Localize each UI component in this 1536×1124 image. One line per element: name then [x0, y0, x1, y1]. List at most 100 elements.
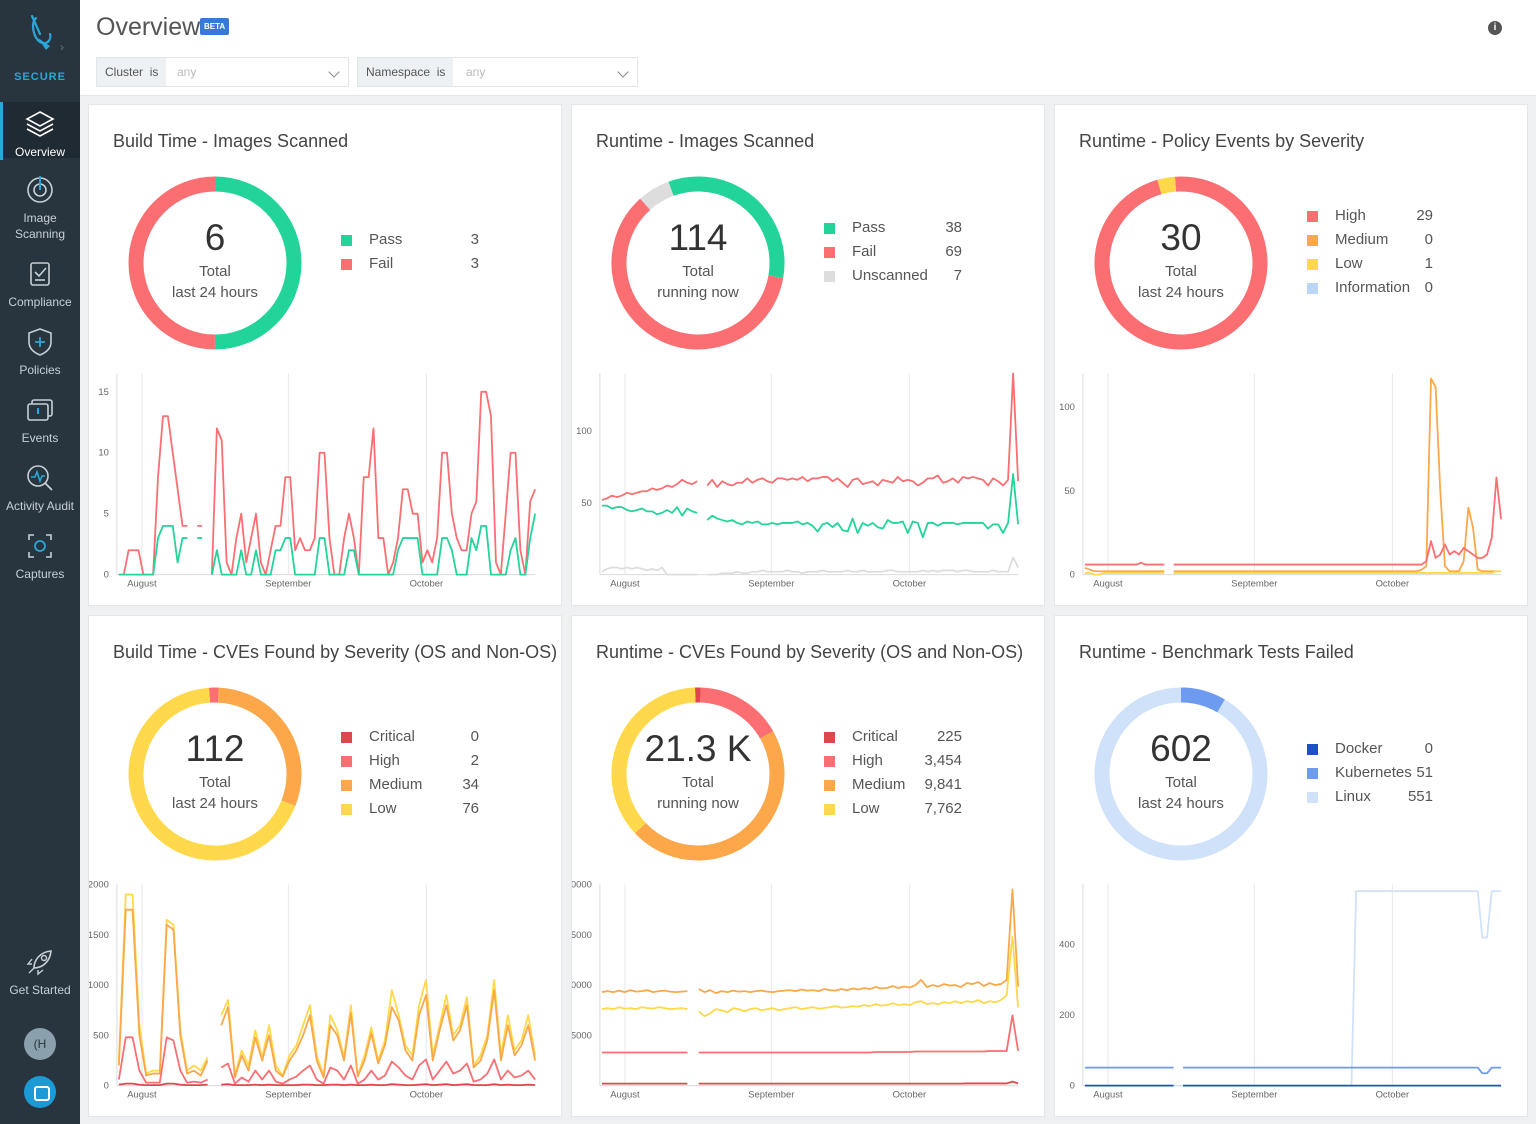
card-title: Build Time - Images Scanned — [113, 131, 349, 151]
nav-item-get-started[interactable]: Get Started — [0, 946, 80, 998]
legend-count: 225 — [936, 728, 962, 745]
x-tick-label: August — [610, 1090, 640, 1101]
beta-badge: BETA — [200, 18, 230, 35]
legend-name: Information — [1335, 279, 1411, 296]
x-tick-label: October — [410, 1090, 444, 1101]
x-tick-label: August — [610, 579, 640, 590]
legend-swatch — [824, 732, 835, 743]
donut-slice[interactable] — [610, 175, 786, 351]
sidebar: › SECURE Overview Image Scanning Complia… — [0, 0, 80, 1124]
info-icon[interactable]: i — [1488, 21, 1502, 35]
nav-item-captures[interactable]: Captures — [0, 530, 80, 582]
series-line-fail[interactable] — [601, 372, 1020, 501]
brand-label: SECURE — [14, 71, 66, 83]
legend-swatch — [824, 756, 835, 767]
layers-icon — [25, 111, 55, 137]
series-line-medium[interactable] — [601, 888, 1020, 995]
series-line-pass[interactable] — [601, 473, 1020, 539]
namespace-filter[interactable]: Namespace is any — [357, 57, 638, 87]
cluster-filter-label: Cluster is — [97, 58, 167, 86]
series-line-low[interactable] — [1084, 570, 1502, 576]
y-tick-label: 10 — [98, 448, 109, 459]
total-value: 114 — [668, 217, 728, 258]
legend-count: 0 — [470, 728, 479, 745]
nav-item-image-scanning[interactable]: Image Scanning — [0, 174, 80, 242]
nav-item-policies[interactable]: Policies — [0, 326, 80, 378]
donut-slice[interactable] — [611, 687, 785, 861]
y-tick-label: 1000 — [89, 980, 109, 991]
chevron-right-icon[interactable]: › — [60, 40, 64, 54]
scan-gauge-icon — [27, 176, 53, 203]
page-title: Overview — [96, 13, 201, 41]
namespace-filter-value[interactable]: any — [466, 65, 486, 79]
total-period: last 24 hours — [1138, 795, 1224, 812]
y-tick-label: 0 — [1070, 1081, 1075, 1092]
donut-slice[interactable] — [128, 687, 302, 861]
chat-support-icon[interactable] — [24, 1076, 56, 1108]
series-line-high[interactable] — [117, 1036, 536, 1085]
y-tick-label: 50 — [1064, 486, 1075, 497]
y-tick-label: 15 — [98, 387, 109, 398]
series-line-linux[interactable] — [1084, 890, 1502, 1087]
total-label: Total — [199, 263, 231, 280]
donut-chart — [610, 175, 786, 351]
y-tick-label: 500 — [93, 1030, 109, 1041]
user-avatar[interactable]: (H — [24, 1028, 56, 1060]
brand[interactable]: › SECURE — [0, 12, 80, 83]
y-tick-label: 2000 — [89, 879, 109, 890]
series-line-critical[interactable] — [601, 1080, 1019, 1085]
legend-swatch — [1307, 235, 1318, 246]
nav-item-compliance[interactable]: Compliance — [0, 258, 80, 310]
legend-name: High — [369, 752, 400, 769]
nav-item-overview[interactable]: Overview — [0, 102, 80, 160]
total-label: Total — [1165, 263, 1197, 280]
series-line-high[interactable] — [1084, 476, 1503, 566]
legend-swatch — [341, 732, 352, 743]
donut-slice[interactable] — [128, 687, 302, 861]
donut-slice[interactable] — [611, 687, 785, 861]
series-line-low[interactable] — [601, 935, 1020, 1018]
total-label: Total — [1165, 774, 1197, 791]
x-tick-label: October — [893, 1090, 927, 1101]
donut-slice[interactable] — [128, 176, 302, 350]
legend-name: Medium — [852, 776, 906, 793]
legend-count: 38 — [945, 219, 962, 236]
chevron-down-icon[interactable] — [328, 66, 340, 78]
cluster-filter[interactable]: Cluster is any — [96, 57, 349, 87]
series-line-high[interactable] — [601, 1014, 1019, 1054]
nav-item-events[interactable]: Events — [0, 394, 80, 446]
chevron-down-icon[interactable] — [617, 66, 629, 78]
series-line-critical[interactable] — [118, 1082, 536, 1087]
donut-slice[interactable] — [610, 175, 786, 351]
series-line-medium[interactable] — [1084, 377, 1502, 573]
y-tick-label: 0 — [104, 1081, 109, 1092]
series-line-pass[interactable] — [118, 513, 536, 576]
donut-center: 602 Total last 24 hours — [1093, 686, 1269, 862]
nav-item-activity-audit[interactable]: Activity Audit — [0, 462, 80, 514]
donut-chart — [1094, 687, 1268, 861]
y-tick-label: 0 — [104, 570, 109, 581]
x-tick-label: September — [265, 579, 311, 590]
dashboard-card: Build Time - Images Scanned 6 Total last 24… — [88, 104, 562, 606]
donut-slice[interactable] — [1094, 687, 1268, 861]
legend-swatch — [1307, 211, 1318, 222]
donut-center: 21.3 K Total running now — [610, 686, 786, 862]
legend-swatch — [824, 223, 835, 234]
nav-label-policies: Policies — [19, 363, 61, 377]
shovel-logo-icon — [30, 14, 52, 50]
legend-name: Medium — [1335, 231, 1389, 248]
nav-label-events: Events — [21, 431, 59, 445]
x-tick-label: August — [127, 1090, 157, 1101]
x-tick-label: August — [1093, 1090, 1123, 1101]
legend-name: Kubernetes — [1335, 764, 1412, 781]
cluster-filter-value[interactable]: any — [177, 65, 197, 79]
namespace-filter-operator: is — [436, 65, 446, 79]
line-chart: August September October 5000 10000 15000 2000… — [572, 879, 1020, 1101]
card-title: Runtime - Policy Events by Severity — [1079, 131, 1365, 151]
series-line-medium[interactable] — [117, 908, 536, 1079]
legend-swatch — [341, 780, 352, 791]
donut-slice[interactable] — [1094, 176, 1268, 350]
legend-count: 0 — [1424, 231, 1433, 248]
series-line-unscanned[interactable] — [601, 556, 1019, 576]
series-line-kubernetes[interactable] — [1084, 1066, 1502, 1075]
